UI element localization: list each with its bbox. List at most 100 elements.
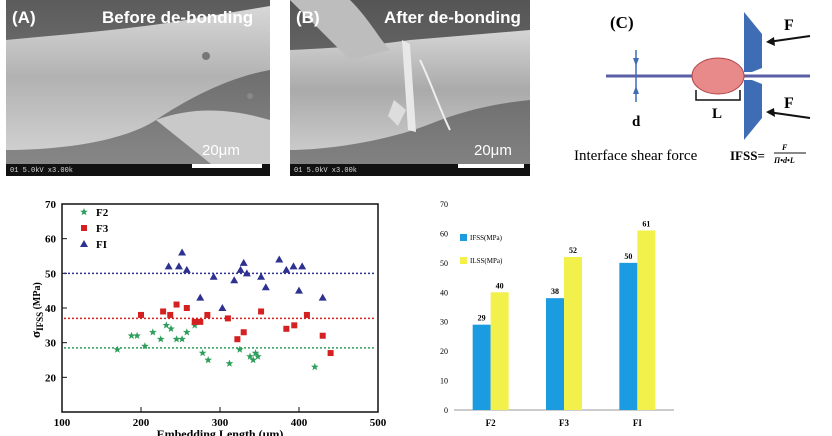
bar-category-label: F2 bbox=[486, 418, 496, 428]
x-axis-label: Embedding Length (μm) bbox=[157, 427, 284, 436]
legend-marker-f3 bbox=[81, 225, 87, 231]
bar-ilssmpa-fi bbox=[637, 230, 656, 410]
bar-y-tick-label: 30 bbox=[440, 318, 448, 327]
y-tick-label: 60 bbox=[45, 234, 57, 246]
data-point-fi bbox=[236, 265, 245, 273]
bar-y-tick-label: 10 bbox=[440, 377, 448, 386]
data-point-f2 bbox=[127, 331, 136, 339]
data-point-fi bbox=[174, 262, 183, 270]
data-point-fi bbox=[242, 269, 251, 277]
data-point-f2 bbox=[172, 335, 181, 343]
panel-a-meta: 01 5.0kV x3.00k bbox=[10, 167, 74, 175]
data-point-f2 bbox=[190, 321, 199, 329]
blade-bottom bbox=[744, 80, 762, 140]
panel-b-tag: (B) bbox=[296, 8, 320, 27]
diameter-arrow-top bbox=[633, 58, 639, 66]
data-point-f3 bbox=[191, 318, 198, 325]
data-point-fi bbox=[289, 262, 298, 270]
data-point-fi bbox=[295, 286, 303, 294]
data-point-f3 bbox=[197, 318, 204, 325]
data-point-f2 bbox=[183, 328, 191, 336]
bar-value-label: 52 bbox=[569, 246, 577, 255]
diameter-label: d bbox=[632, 114, 641, 130]
panel-b-meta: 01 5.0kV x3.00k bbox=[294, 167, 358, 175]
panel-a-title: Before de-bonding bbox=[102, 8, 254, 27]
data-point-fi bbox=[196, 293, 205, 301]
data-point-f2 bbox=[246, 352, 254, 360]
bar-ifssmpa-fi bbox=[619, 262, 638, 410]
formula-denominator: Π•d•L bbox=[773, 156, 795, 165]
data-point-f2 bbox=[149, 328, 157, 336]
bar-legend-swatch bbox=[460, 234, 467, 241]
bar-ifssmpa-f2 bbox=[472, 324, 491, 410]
data-point-fi bbox=[261, 283, 270, 291]
y-tick-label: 20 bbox=[45, 372, 57, 384]
data-point-fi bbox=[298, 262, 307, 270]
bar-ilssmpa-f3 bbox=[564, 256, 582, 410]
data-point-f2 bbox=[113, 345, 122, 353]
data-point-f3 bbox=[183, 305, 190, 311]
data-point-f3 bbox=[138, 311, 144, 318]
force-arrow-top bbox=[767, 35, 811, 43]
data-point-fi bbox=[164, 262, 173, 270]
data-point-f3 bbox=[224, 315, 231, 322]
legend-label-f2: F2 bbox=[96, 207, 109, 219]
formula-numerator: F bbox=[781, 143, 788, 152]
bar-category-label: FI bbox=[633, 418, 642, 428]
data-point-f3 bbox=[240, 329, 247, 336]
fiber-image-after bbox=[290, 0, 530, 176]
legend-label-f3: F3 bbox=[96, 223, 109, 235]
legend-marker-fi bbox=[80, 240, 88, 247]
bar-y-tick-label: 70 bbox=[440, 200, 448, 209]
ifss-schematic: (C) F F d L Interface shear force IFSS= … bbox=[574, 12, 811, 165]
panel-a-scale-bar bbox=[192, 164, 262, 168]
data-point-f3 bbox=[291, 322, 298, 329]
bar-y-tick-label: 60 bbox=[440, 229, 448, 238]
bar-value-label: 29 bbox=[478, 314, 486, 323]
x-tick-label: 100 bbox=[54, 417, 71, 429]
bar-ifssmpa-f3 bbox=[546, 298, 564, 410]
data-point-f2 bbox=[251, 349, 260, 357]
panel-a-scale-label: 20μm bbox=[202, 142, 240, 159]
data-point-f2 bbox=[249, 356, 257, 364]
x-tick-label: 200 bbox=[133, 417, 150, 429]
bar-legend-label: IFSS(MPa) bbox=[470, 234, 503, 242]
y-axis-label: σIFSS (MPa) bbox=[28, 282, 45, 338]
panel-a-tag: (A) bbox=[12, 8, 36, 27]
bar-ilssmpa-f2 bbox=[490, 292, 509, 410]
data-point-fi bbox=[230, 276, 239, 284]
resin-droplet bbox=[691, 57, 745, 95]
legend-label-fi: FI bbox=[96, 239, 107, 251]
bar-legend-swatch bbox=[460, 257, 467, 264]
data-point-f3 bbox=[204, 311, 211, 318]
panel-b-scale-bar bbox=[458, 164, 524, 168]
bar-chart: 0 10 20 30 40 50 60 70 29 40 F2 38 52 F3 50 61 FI IFSS(MP… bbox=[440, 200, 674, 428]
bar-y-tick-label: 0 bbox=[444, 406, 448, 415]
x-tick-label: 300 bbox=[212, 417, 229, 429]
panel-b-title: After de-bonding bbox=[384, 8, 521, 27]
bar-category-label: F3 bbox=[559, 418, 569, 428]
bar-y-tick-label: 50 bbox=[440, 259, 448, 268]
bar-value-label: 61 bbox=[642, 219, 650, 228]
length-label: L bbox=[712, 106, 722, 122]
force-label-top: F bbox=[784, 17, 794, 34]
data-point-f3 bbox=[319, 332, 326, 339]
y-axis-unit: (MPa) bbox=[32, 282, 43, 312]
bar-y-tick-label: 20 bbox=[440, 347, 448, 356]
fiber-image-before bbox=[6, 0, 270, 176]
bar-value-label: 40 bbox=[496, 281, 504, 290]
bar-value-label: 50 bbox=[624, 252, 632, 261]
arrowhead-top bbox=[766, 37, 775, 46]
data-point-fi bbox=[257, 272, 266, 280]
data-point-f2 bbox=[198, 349, 207, 357]
data-point-fi bbox=[182, 265, 191, 273]
force-arrow-bottom bbox=[767, 111, 811, 119]
legend-marker-f2 bbox=[80, 208, 88, 216]
bar-legend-label: ILSS(MPa) bbox=[470, 257, 503, 265]
data-point-f3 bbox=[167, 311, 174, 318]
y-tick-label: 50 bbox=[45, 268, 57, 280]
scatter-chart: 100 200 300 400 500 20 30 40 50 60 70 Embedding Len… bbox=[28, 199, 387, 436]
x-tick-label: 400 bbox=[291, 417, 308, 429]
scatter-plot-frame bbox=[61, 203, 379, 413]
caption: Interface shear force bbox=[574, 148, 698, 164]
